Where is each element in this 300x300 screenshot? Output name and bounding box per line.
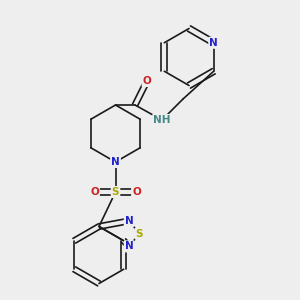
Text: O: O — [132, 187, 141, 197]
Text: O: O — [142, 76, 152, 86]
Text: N: N — [111, 157, 120, 167]
Text: N: N — [209, 38, 218, 48]
Text: N: N — [125, 216, 134, 226]
Text: NH: NH — [153, 115, 171, 125]
Text: O: O — [90, 187, 99, 197]
Text: S: S — [112, 187, 119, 197]
Text: N: N — [125, 242, 134, 251]
Text: S: S — [136, 229, 143, 238]
